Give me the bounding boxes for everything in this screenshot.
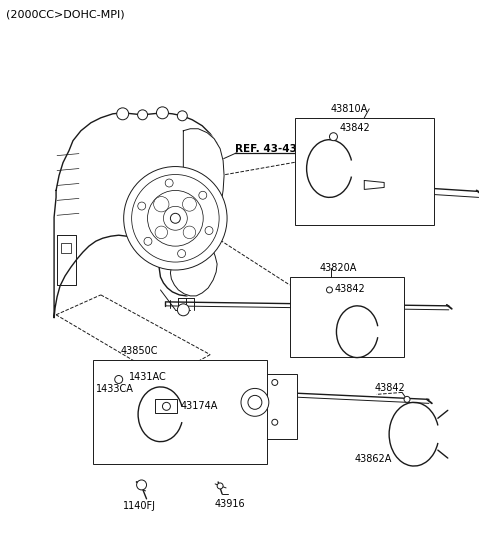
Circle shape	[326, 287, 333, 293]
Circle shape	[117, 108, 129, 120]
Polygon shape	[170, 129, 224, 296]
Circle shape	[138, 202, 146, 210]
Text: 43916: 43916	[214, 499, 245, 509]
Circle shape	[138, 110, 147, 120]
Circle shape	[205, 227, 213, 234]
Circle shape	[182, 197, 196, 211]
Circle shape	[329, 133, 337, 141]
Text: 43830A: 43830A	[225, 444, 263, 454]
Bar	[295, 118, 434, 226]
Circle shape	[162, 403, 170, 410]
Circle shape	[404, 397, 410, 403]
Bar	[156, 399, 178, 413]
Circle shape	[170, 213, 180, 223]
Text: 43174A: 43174A	[180, 402, 218, 411]
Text: 43820A: 43820A	[320, 263, 357, 273]
Circle shape	[155, 226, 168, 239]
Polygon shape	[54, 113, 223, 318]
Circle shape	[147, 190, 203, 246]
Circle shape	[124, 167, 227, 270]
Circle shape	[272, 379, 278, 386]
Bar	[93, 360, 267, 464]
Polygon shape	[57, 235, 76, 285]
Circle shape	[248, 395, 262, 409]
Text: 1140FJ: 1140FJ	[123, 501, 156, 511]
Circle shape	[165, 179, 173, 187]
Text: 1431AC: 1431AC	[129, 372, 167, 382]
Circle shape	[241, 388, 269, 416]
Bar	[207, 375, 297, 439]
Circle shape	[272, 419, 278, 425]
Text: 43850C: 43850C	[120, 345, 158, 356]
Circle shape	[156, 107, 168, 119]
Circle shape	[154, 196, 169, 212]
Circle shape	[132, 174, 219, 262]
Text: 1433CA: 1433CA	[96, 384, 134, 394]
Circle shape	[217, 483, 223, 489]
Circle shape	[183, 226, 196, 239]
Text: 43862A: 43862A	[354, 454, 392, 464]
Circle shape	[164, 206, 187, 230]
Bar	[290, 277, 404, 356]
Text: REF. 43-431: REF. 43-431	[235, 144, 304, 153]
Text: (2000CC>DOHC-MPI): (2000CC>DOHC-MPI)	[6, 9, 125, 19]
Text: 43842: 43842	[339, 123, 370, 133]
Circle shape	[199, 191, 207, 199]
Text: 43842: 43842	[374, 383, 405, 393]
Circle shape	[144, 238, 152, 245]
Circle shape	[115, 376, 123, 383]
Circle shape	[178, 111, 187, 121]
Circle shape	[178, 250, 186, 257]
Circle shape	[178, 304, 189, 316]
Circle shape	[137, 480, 146, 490]
Bar	[61, 243, 71, 253]
Text: 1431CC: 1431CC	[195, 377, 233, 387]
Text: 43810A: 43810A	[331, 104, 368, 114]
Text: 43842: 43842	[335, 284, 365, 294]
